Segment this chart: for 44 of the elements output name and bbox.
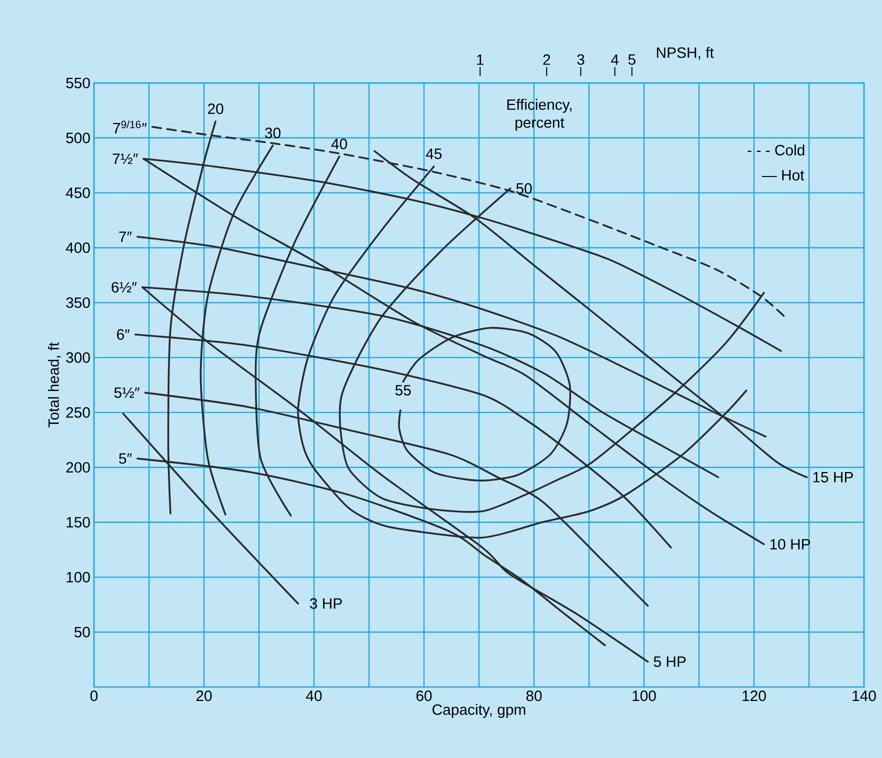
series-label: 6″ bbox=[117, 329, 130, 340]
x-tick-label: 80 bbox=[526, 690, 542, 702]
text: NPSH, ft bbox=[656, 46, 714, 60]
y-axis-title: Total head, ft bbox=[48, 342, 61, 428]
series-label: 15 HP bbox=[813, 472, 853, 482]
series-label: 5½″ bbox=[114, 387, 140, 398]
y-tick-label: 450 bbox=[66, 188, 90, 198]
y-tick-label: 50 bbox=[74, 626, 90, 638]
y-tick-label: 200 bbox=[66, 462, 90, 473]
series-label: 30 bbox=[265, 128, 280, 138]
series-label: 5″ bbox=[119, 453, 132, 464]
text: 2 bbox=[543, 54, 550, 65]
y-tick-label: 100 bbox=[66, 572, 90, 582]
x-axis-title: Capacity, gpm bbox=[432, 704, 526, 718]
series-label: 55 bbox=[395, 385, 411, 396]
y-tick-label: 400 bbox=[66, 242, 90, 254]
text: 1 bbox=[477, 54, 484, 65]
series-label: 6½″ bbox=[112, 282, 137, 293]
y-tick-label: 250 bbox=[66, 407, 90, 418]
series-label: 7″ bbox=[119, 232, 132, 242]
text: 3 bbox=[577, 54, 584, 65]
x-tick-label: 40 bbox=[306, 690, 322, 702]
x-tick-label: 100 bbox=[632, 690, 656, 702]
y-tick-label: 300 bbox=[66, 352, 90, 363]
x-tick-label: 20 bbox=[196, 690, 212, 702]
y-tick-label: 350 bbox=[66, 297, 90, 308]
annotation: — Hot bbox=[762, 170, 804, 180]
x-tick-label: 140 bbox=[852, 690, 876, 702]
x-tick-label: 120 bbox=[742, 690, 766, 702]
series-label: 7½″ bbox=[112, 154, 138, 164]
series-label: 45 bbox=[426, 148, 442, 160]
y-tick-label: 500 bbox=[66, 132, 90, 144]
series-label: 50 bbox=[516, 183, 532, 194]
y-tick-label: 550 bbox=[66, 78, 90, 88]
x-tick-label: 60 bbox=[416, 690, 432, 702]
text: 4 bbox=[611, 54, 619, 65]
text: 5 bbox=[628, 54, 636, 65]
annotation: - - - Cold bbox=[748, 144, 804, 156]
y-tick-label: 150 bbox=[66, 516, 90, 528]
series-label: 7$^{9/16}$″ bbox=[113, 120, 147, 134]
x-tick-label: 0 bbox=[90, 690, 98, 702]
series-label: 20 bbox=[208, 103, 224, 114]
series-label: 5 HP bbox=[654, 656, 686, 667]
series-label: 40 bbox=[331, 138, 348, 150]
